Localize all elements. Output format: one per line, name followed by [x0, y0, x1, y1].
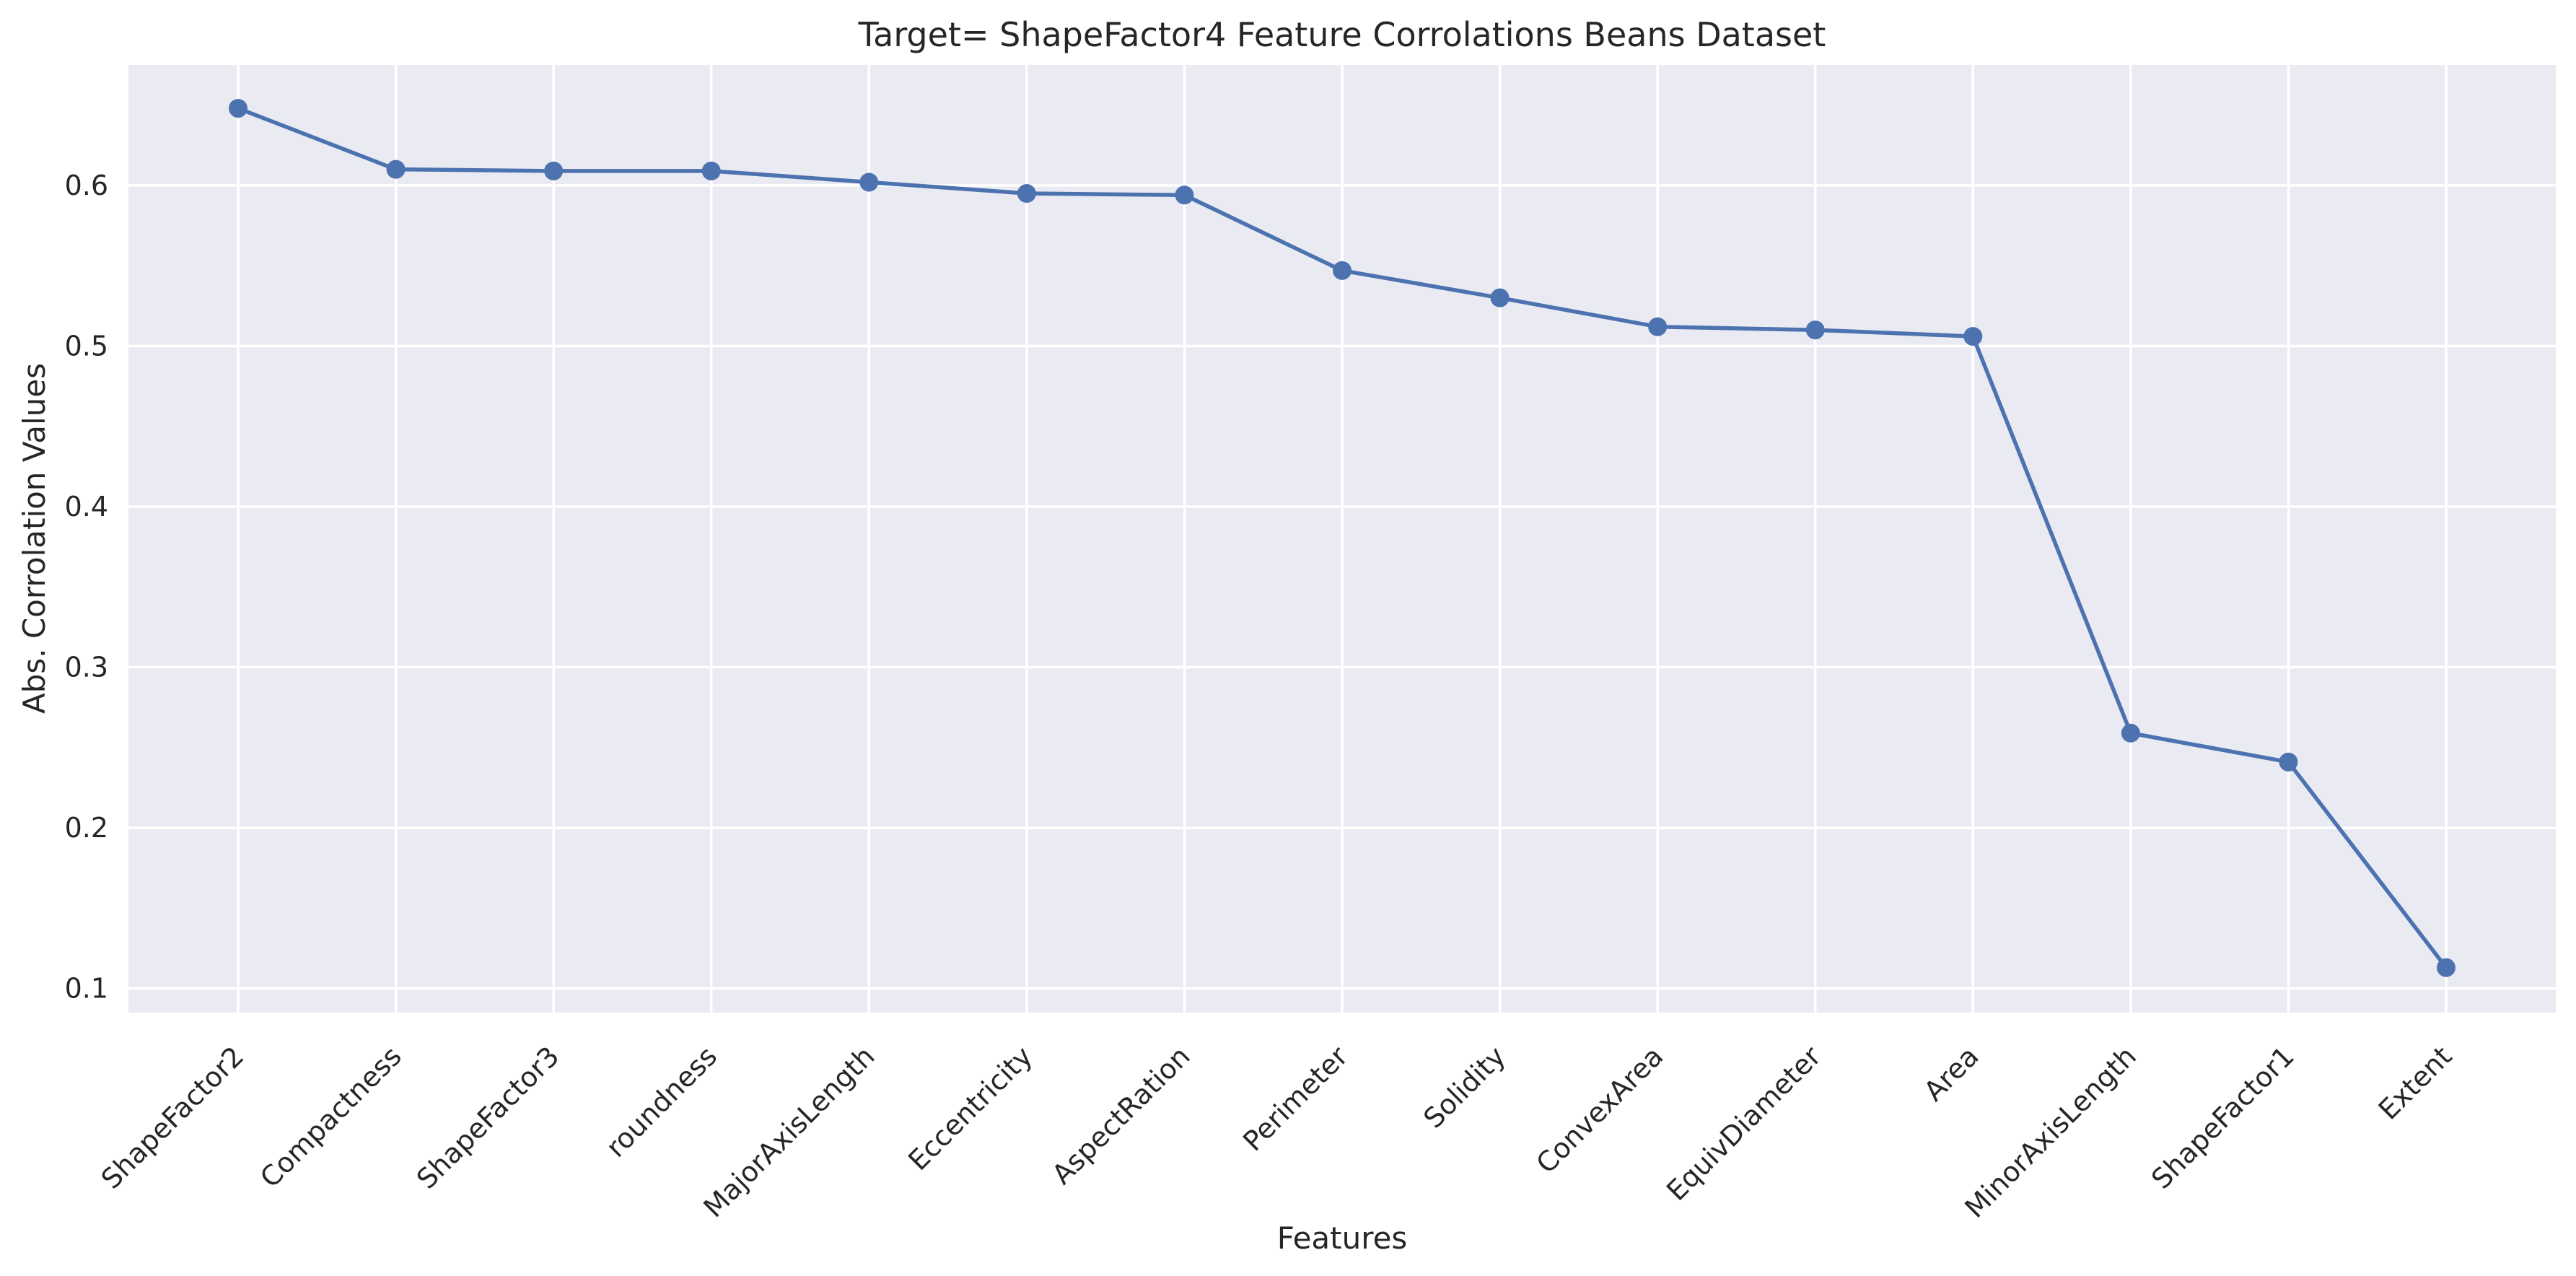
x-axis-label: Features	[1277, 1220, 1408, 1256]
data-point	[1175, 185, 1194, 205]
x-tick-label: Perimeter	[1237, 1040, 1354, 1157]
y-tick-label: 0.2	[65, 812, 108, 844]
data-point	[2437, 958, 2455, 977]
data-point	[1017, 184, 1036, 204]
x-tick-label: ShapeFactor2	[95, 1040, 250, 1195]
data-point	[1490, 288, 1510, 307]
x-tick-label: ShapeFactor1	[2145, 1040, 2300, 1195]
y-tick-label: 0.1	[65, 973, 108, 1005]
x-tick-label: Area	[1918, 1040, 1985, 1107]
x-tick-label: MinorAxisLength	[1959, 1040, 2143, 1224]
y-tick-label: 0.3	[65, 652, 108, 683]
data-point	[386, 160, 406, 179]
x-tick-label: MajorAxisLength	[698, 1040, 881, 1223]
data-point	[2121, 723, 2140, 743]
y-tick-labels: 0.1 0.2 0.3 0.4 0.5 0.6	[65, 170, 108, 1005]
y-tick-label: 0.6	[65, 170, 108, 201]
y-tick-label: 0.5	[65, 330, 108, 362]
data-point	[544, 161, 564, 180]
series-layer	[229, 99, 2455, 977]
y-axis-label: Abs. Corrolation Values	[17, 363, 52, 714]
y-tick-label: 0.4	[65, 491, 108, 523]
data-point	[2279, 752, 2298, 772]
chart-title: Target= ShapeFactor4 Feature Corrolation…	[858, 15, 1826, 54]
x-tick-label: AspectRation	[1046, 1040, 1196, 1190]
data-point	[701, 161, 721, 180]
data-point	[1333, 261, 1351, 280]
x-tick-labels: ShapeFactor2 Compactness ShapeFactor3 round…	[95, 1040, 2458, 1224]
x-tick-label: Eccentricity	[902, 1040, 1038, 1176]
x-tick-label: Solidity	[1417, 1040, 1512, 1135]
x-tick-label: ConvexArea	[1530, 1040, 1669, 1179]
data-point	[1648, 317, 1668, 336]
data-point	[1805, 320, 1825, 340]
x-tick-label: roundness	[600, 1040, 723, 1163]
data-point	[1963, 327, 1983, 346]
data-point	[859, 172, 879, 192]
grid-lines	[128, 65, 2556, 1013]
data-point	[229, 99, 247, 118]
x-tick-label: Extent	[2373, 1040, 2458, 1126]
x-tick-label: ShapeFactor3	[411, 1040, 566, 1195]
x-tick-label: EquivDiameter	[1660, 1040, 1827, 1207]
x-tick-label: Compactness	[254, 1040, 408, 1194]
